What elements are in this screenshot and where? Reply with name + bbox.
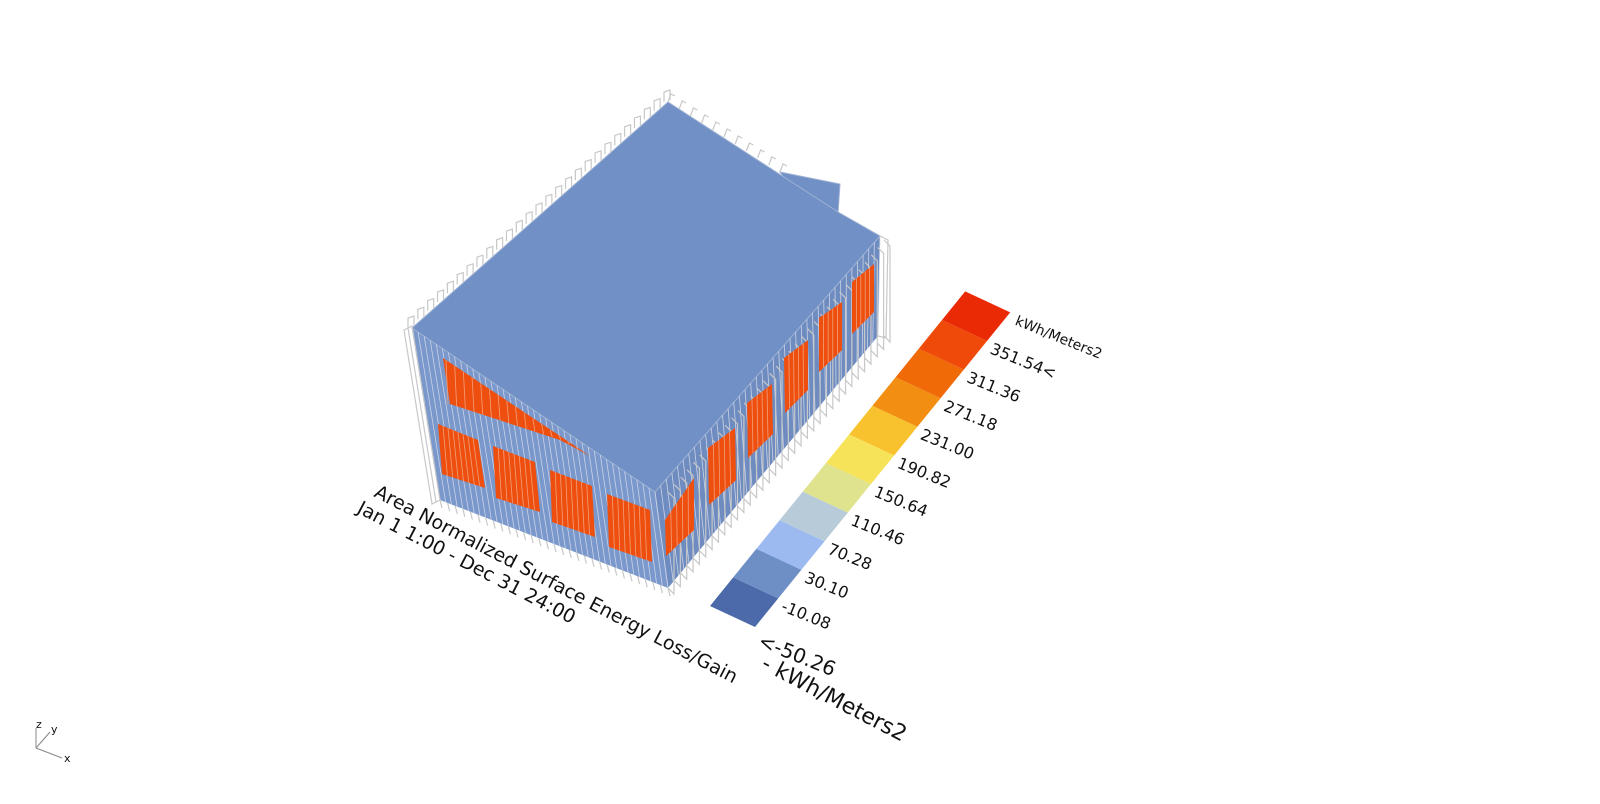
y-axis-label: y (51, 723, 58, 736)
legend-label: 311.36 (964, 368, 1023, 407)
legend-label: 351.54< (988, 339, 1059, 383)
legend-label: 150.64 (872, 482, 931, 521)
legend-label: 231.00 (918, 425, 977, 464)
z-axis-label: z (36, 718, 42, 731)
x-axis-label: x (64, 752, 71, 765)
legend-label: 110.46 (848, 511, 907, 550)
axis-widget: z y x (36, 718, 71, 765)
legend-label: 190.82 (895, 453, 954, 492)
legend-label: 271.18 (941, 396, 1000, 435)
legend-label: 70.28 (825, 539, 875, 574)
legend-label: 30.10 (802, 568, 852, 603)
x-axis-line (36, 748, 62, 758)
y-axis-line (36, 732, 50, 748)
legend-label: -10.08 (779, 596, 834, 633)
